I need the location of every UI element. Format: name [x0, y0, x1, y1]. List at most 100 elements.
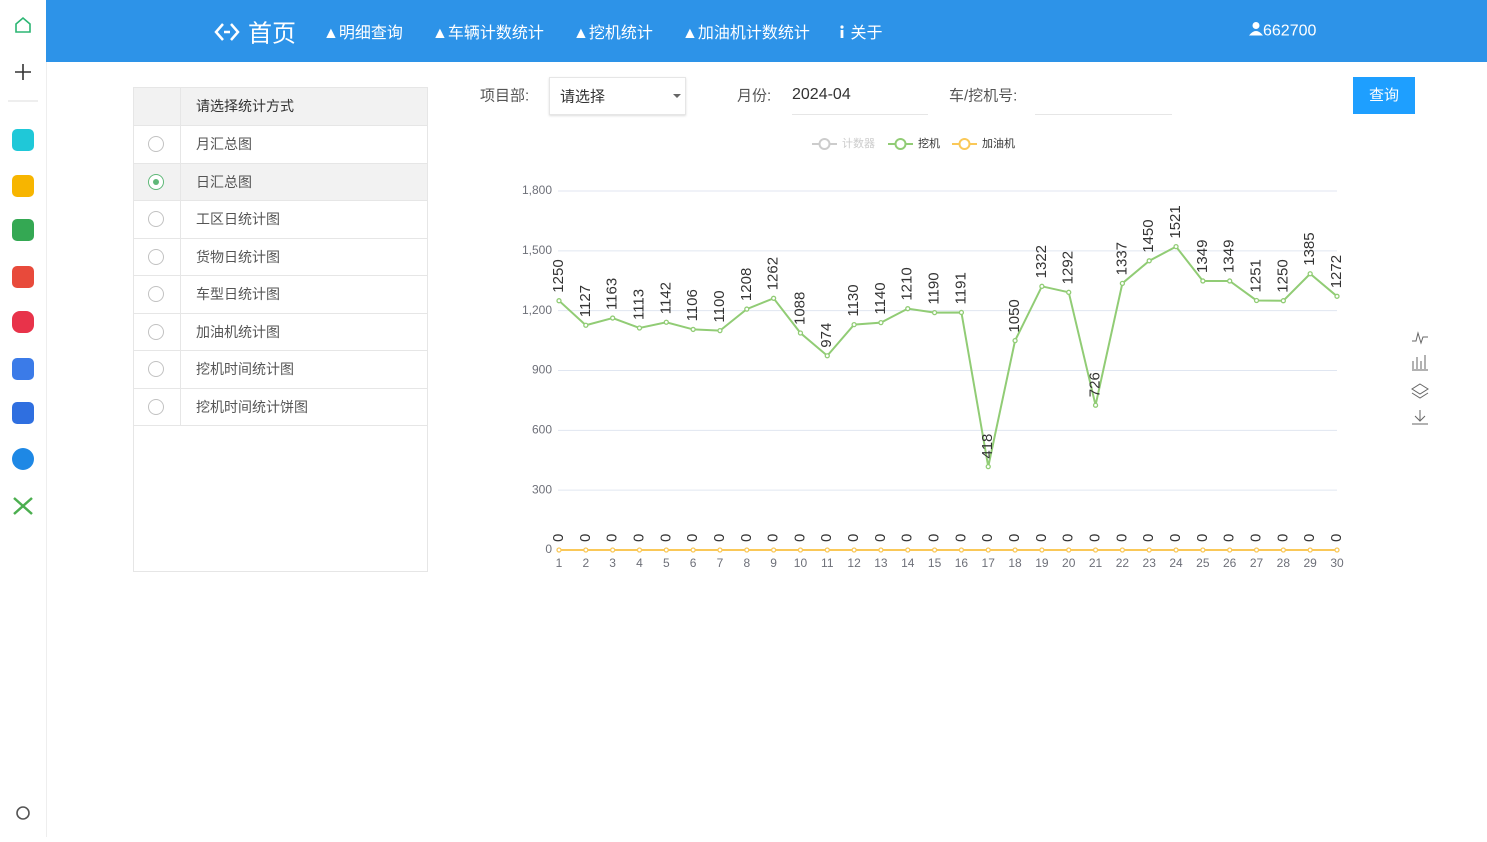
data-label: 1450	[1140, 219, 1157, 252]
radio	[148, 323, 164, 340]
data-point	[663, 319, 669, 325]
nav-item[interactable]: ▲明细查询	[323, 19, 403, 43]
data-point	[636, 325, 643, 331]
x-tick-label: 29	[1303, 556, 1317, 570]
tool-stack[interactable]	[1411, 383, 1429, 399]
row-divider[interactable]	[180, 351, 181, 388]
option-row[interactable]: 车型日统计图	[134, 276, 427, 314]
data-label: 1100	[711, 290, 728, 322]
header-divider	[180, 88, 181, 125]
option-row[interactable]: 挖机时间统计图	[134, 351, 427, 389]
row-divider[interactable]	[180, 201, 181, 238]
data-point	[1280, 298, 1286, 304]
data-label: 0	[1113, 534, 1130, 542]
option-row[interactable]: 挖机时间统计饼图	[134, 388, 427, 426]
vehicle-input[interactable]	[1035, 77, 1172, 115]
nav-text: 加油机计数统计	[697, 25, 810, 42]
nav-text: 关于	[850, 25, 883, 42]
data-label: 0	[1033, 534, 1050, 542]
data-label: 0	[952, 534, 969, 542]
nav-item[interactable]: ▲加油机计数统计	[682, 19, 810, 43]
form-label: 车/挖机号:	[949, 87, 1018, 105]
x-tick-label: 25	[1196, 556, 1210, 570]
data-point	[1307, 271, 1313, 277]
nav-item[interactable]: ▲车辆计数统计	[432, 19, 544, 43]
option-row[interactable]: 货物日统计图	[134, 238, 427, 276]
option-row[interactable]: 工区日统计图	[134, 201, 427, 239]
row-divider[interactable]	[180, 163, 181, 201]
data-point	[931, 310, 938, 316]
app-icon[interactable]	[12, 175, 34, 197]
data-label: 0	[738, 534, 755, 542]
data-label: 0	[1060, 534, 1077, 542]
tree-icon: ▲	[573, 25, 589, 42]
data-point	[1253, 547, 1260, 553]
data-point	[1092, 547, 1099, 553]
x-tick-label: 26	[1223, 556, 1237, 570]
x-tick-label: 27	[1250, 556, 1264, 570]
app-icon[interactable]	[13, 497, 33, 515]
data-label: 1142	[657, 282, 674, 314]
data-label: 1191	[952, 272, 969, 304]
x-tick-label: 15	[928, 556, 942, 570]
y-tick-label: 0	[545, 542, 552, 556]
data-point	[690, 326, 696, 333]
data-label: 1250	[550, 259, 567, 292]
data-point	[1280, 547, 1286, 553]
app-icon[interactable]	[12, 358, 34, 380]
x-tick-label: 12	[847, 556, 861, 570]
data-label: 0	[1328, 534, 1345, 542]
data-label: 1349	[1221, 240, 1238, 273]
data-point	[1227, 547, 1233, 553]
option-row[interactable]: 加油机统计图	[134, 313, 427, 351]
data-point	[1119, 280, 1126, 286]
data-label: 0	[1301, 534, 1318, 542]
row-divider[interactable]	[180, 276, 181, 313]
row-divider[interactable]	[180, 313, 181, 351]
data-point	[717, 327, 723, 334]
nav-user[interactable]: 662700	[1249, 22, 1316, 41]
app-icon[interactable]	[12, 219, 34, 241]
data-point	[610, 315, 616, 321]
app-icon[interactable]	[12, 311, 34, 333]
query-button[interactable]: 查询	[1353, 77, 1415, 114]
tool-bar[interactable]	[1412, 355, 1428, 371]
home-icon[interactable]	[15, 16, 31, 33]
tree-icon: ▲	[432, 25, 448, 42]
add-icon[interactable]	[15, 64, 31, 80]
series-line	[558, 245, 1338, 467]
option-row[interactable]: 月汇总图	[134, 126, 427, 164]
nav-item[interactable]: ▲挖机统计	[573, 19, 653, 43]
option-row[interactable]: 日汇总图	[134, 163, 427, 201]
data-point	[610, 547, 616, 553]
data-label: 0	[845, 534, 862, 542]
data-label: 0	[684, 534, 701, 542]
radio	[148, 211, 164, 227]
data-label: 726	[1087, 372, 1104, 397]
month-input[interactable]: 2024-04	[792, 77, 928, 115]
row-divider[interactable]	[180, 238, 181, 276]
data-label: 0	[899, 534, 916, 542]
data-point	[878, 319, 884, 326]
data-point	[1200, 547, 1206, 553]
nav-home[interactable]: 首页	[248, 20, 296, 48]
app-icon[interactable]	[12, 266, 34, 288]
app-icon[interactable]	[12, 448, 34, 470]
nav-item[interactable]: 关于	[838, 19, 882, 43]
tool-line[interactable]	[1412, 331, 1428, 345]
data-label: 0	[765, 534, 782, 542]
settings-icon[interactable]	[16, 806, 30, 820]
app-icon[interactable]	[12, 402, 34, 424]
row-divider[interactable]	[180, 126, 181, 163]
data-point	[1334, 547, 1340, 553]
project-select[interactable]: 请选择	[549, 77, 686, 115]
option-panel: 请选择统计方式 月汇总图 日汇总图 工区日统计图 货物日统计图 车型日统计图 加油机统计图挖…	[133, 87, 428, 572]
data-point	[1012, 547, 1018, 553]
tool-save[interactable]	[1412, 410, 1428, 425]
row-divider[interactable]	[180, 388, 181, 426]
app-icon[interactable]	[12, 129, 34, 151]
data-point	[1066, 289, 1072, 295]
toolbox	[1411, 331, 1429, 425]
info-icon	[840, 25, 844, 38]
